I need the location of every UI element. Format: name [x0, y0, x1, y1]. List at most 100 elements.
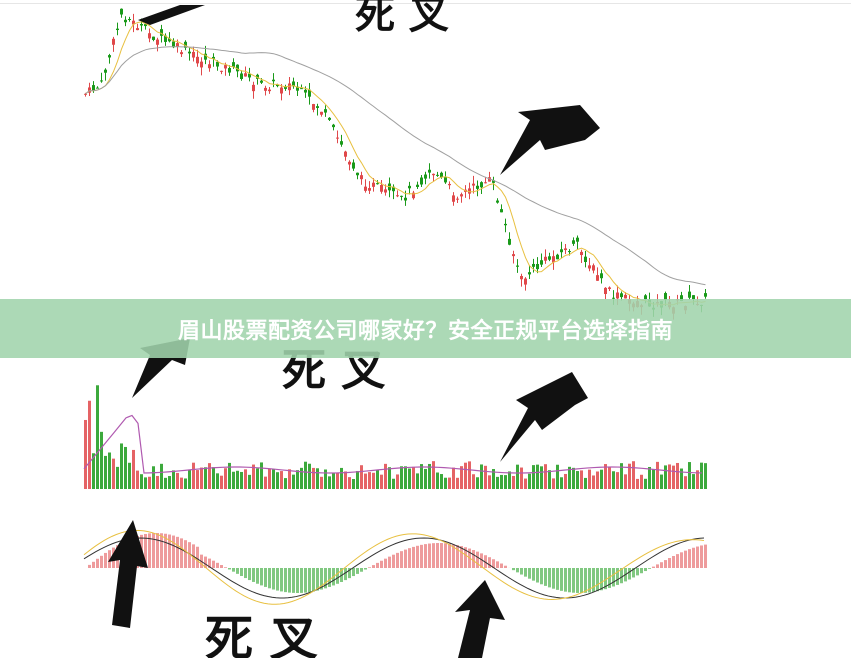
macd-bar — [104, 552, 107, 568]
candle — [532, 263, 535, 267]
macd-bar — [244, 568, 247, 579]
arrow-icon — [108, 520, 148, 628]
volume-bar — [364, 473, 367, 489]
candle — [136, 28, 139, 31]
candle — [460, 194, 463, 197]
volume-bar — [624, 474, 627, 489]
macd-bar — [288, 568, 291, 593]
candle — [412, 192, 415, 199]
candle — [184, 41, 187, 48]
macd-bar — [520, 568, 523, 575]
volume-bar — [528, 473, 531, 489]
volume-bar — [280, 471, 283, 489]
candle — [252, 84, 255, 92]
macd-bar — [264, 568, 267, 587]
volume-bar — [108, 452, 111, 489]
macd-bar — [180, 538, 183, 568]
macd-bar — [160, 533, 163, 568]
volume-bar — [552, 478, 555, 489]
candle — [140, 23, 143, 26]
candle — [84, 93, 87, 95]
arrow-icon — [455, 580, 505, 658]
candle — [380, 185, 383, 192]
macd-bar — [260, 568, 263, 586]
macd-bar — [544, 568, 547, 586]
volume-bar — [180, 477, 183, 489]
macd-bar — [640, 568, 643, 574]
candle — [236, 64, 239, 72]
volume-bar — [328, 476, 331, 489]
candle — [156, 39, 159, 45]
volume-bar — [276, 472, 279, 489]
volume-bar — [372, 472, 375, 489]
volume-bar — [632, 461, 635, 489]
candle — [232, 62, 235, 67]
volume-bar — [512, 475, 515, 489]
volume-bar — [608, 466, 611, 489]
candle — [680, 295, 683, 302]
volume-bar — [644, 478, 647, 489]
candle — [480, 182, 483, 188]
macd-bar — [532, 568, 535, 581]
candle — [688, 291, 691, 298]
candle — [320, 111, 323, 115]
macd-bar — [496, 561, 499, 568]
candle — [496, 200, 499, 203]
macd-bar — [460, 546, 463, 568]
candle — [308, 89, 311, 97]
dea-line — [83, 529, 705, 605]
volume-bar — [236, 470, 239, 489]
volume-bar — [96, 385, 99, 489]
macd-bar — [568, 568, 571, 593]
macd-bar — [172, 535, 175, 568]
volume-bar — [320, 476, 323, 489]
macd-bar — [404, 549, 407, 568]
volume-bar — [228, 462, 231, 489]
volume-bar — [316, 468, 319, 489]
macd-bar — [308, 568, 311, 593]
volume-bar — [472, 474, 475, 489]
macd-bar — [492, 559, 495, 568]
volume-bar — [168, 476, 171, 489]
candle — [504, 223, 507, 226]
candle — [116, 28, 119, 31]
candle — [440, 172, 443, 178]
macd-bar — [352, 568, 355, 577]
candle — [584, 256, 587, 263]
macd-bar — [324, 568, 327, 589]
volume-bar — [264, 476, 267, 489]
volume-ma-line — [83, 414, 703, 474]
macd-bar — [660, 562, 663, 568]
volume-bar — [684, 476, 687, 489]
macd-bar — [432, 543, 435, 568]
candle — [164, 35, 167, 42]
candle — [544, 256, 547, 261]
macd-bar — [316, 568, 319, 591]
candle — [264, 87, 267, 91]
macd-bar — [280, 568, 283, 592]
candle — [120, 8, 123, 15]
candle — [484, 182, 487, 184]
candle — [476, 185, 479, 189]
macd-bar — [536, 568, 539, 583]
volume-bar — [564, 473, 567, 489]
volume-bar — [532, 465, 535, 489]
macd-bar — [348, 568, 351, 579]
macd-bar — [384, 558, 387, 568]
volume-bar — [256, 468, 259, 489]
candle — [292, 81, 295, 87]
macd-bar — [612, 568, 615, 587]
candle — [548, 256, 551, 260]
candle — [416, 184, 419, 187]
macd-bar — [436, 543, 439, 568]
candle — [400, 195, 403, 197]
volume-bar — [704, 463, 707, 489]
macd-bar — [224, 567, 227, 568]
macd-bar — [240, 568, 243, 576]
macd-bar — [296, 568, 299, 593]
volume-bar — [312, 467, 315, 489]
macd-bar — [664, 560, 667, 568]
macd-bar — [168, 534, 171, 568]
candle — [556, 254, 559, 260]
candle — [328, 117, 331, 120]
